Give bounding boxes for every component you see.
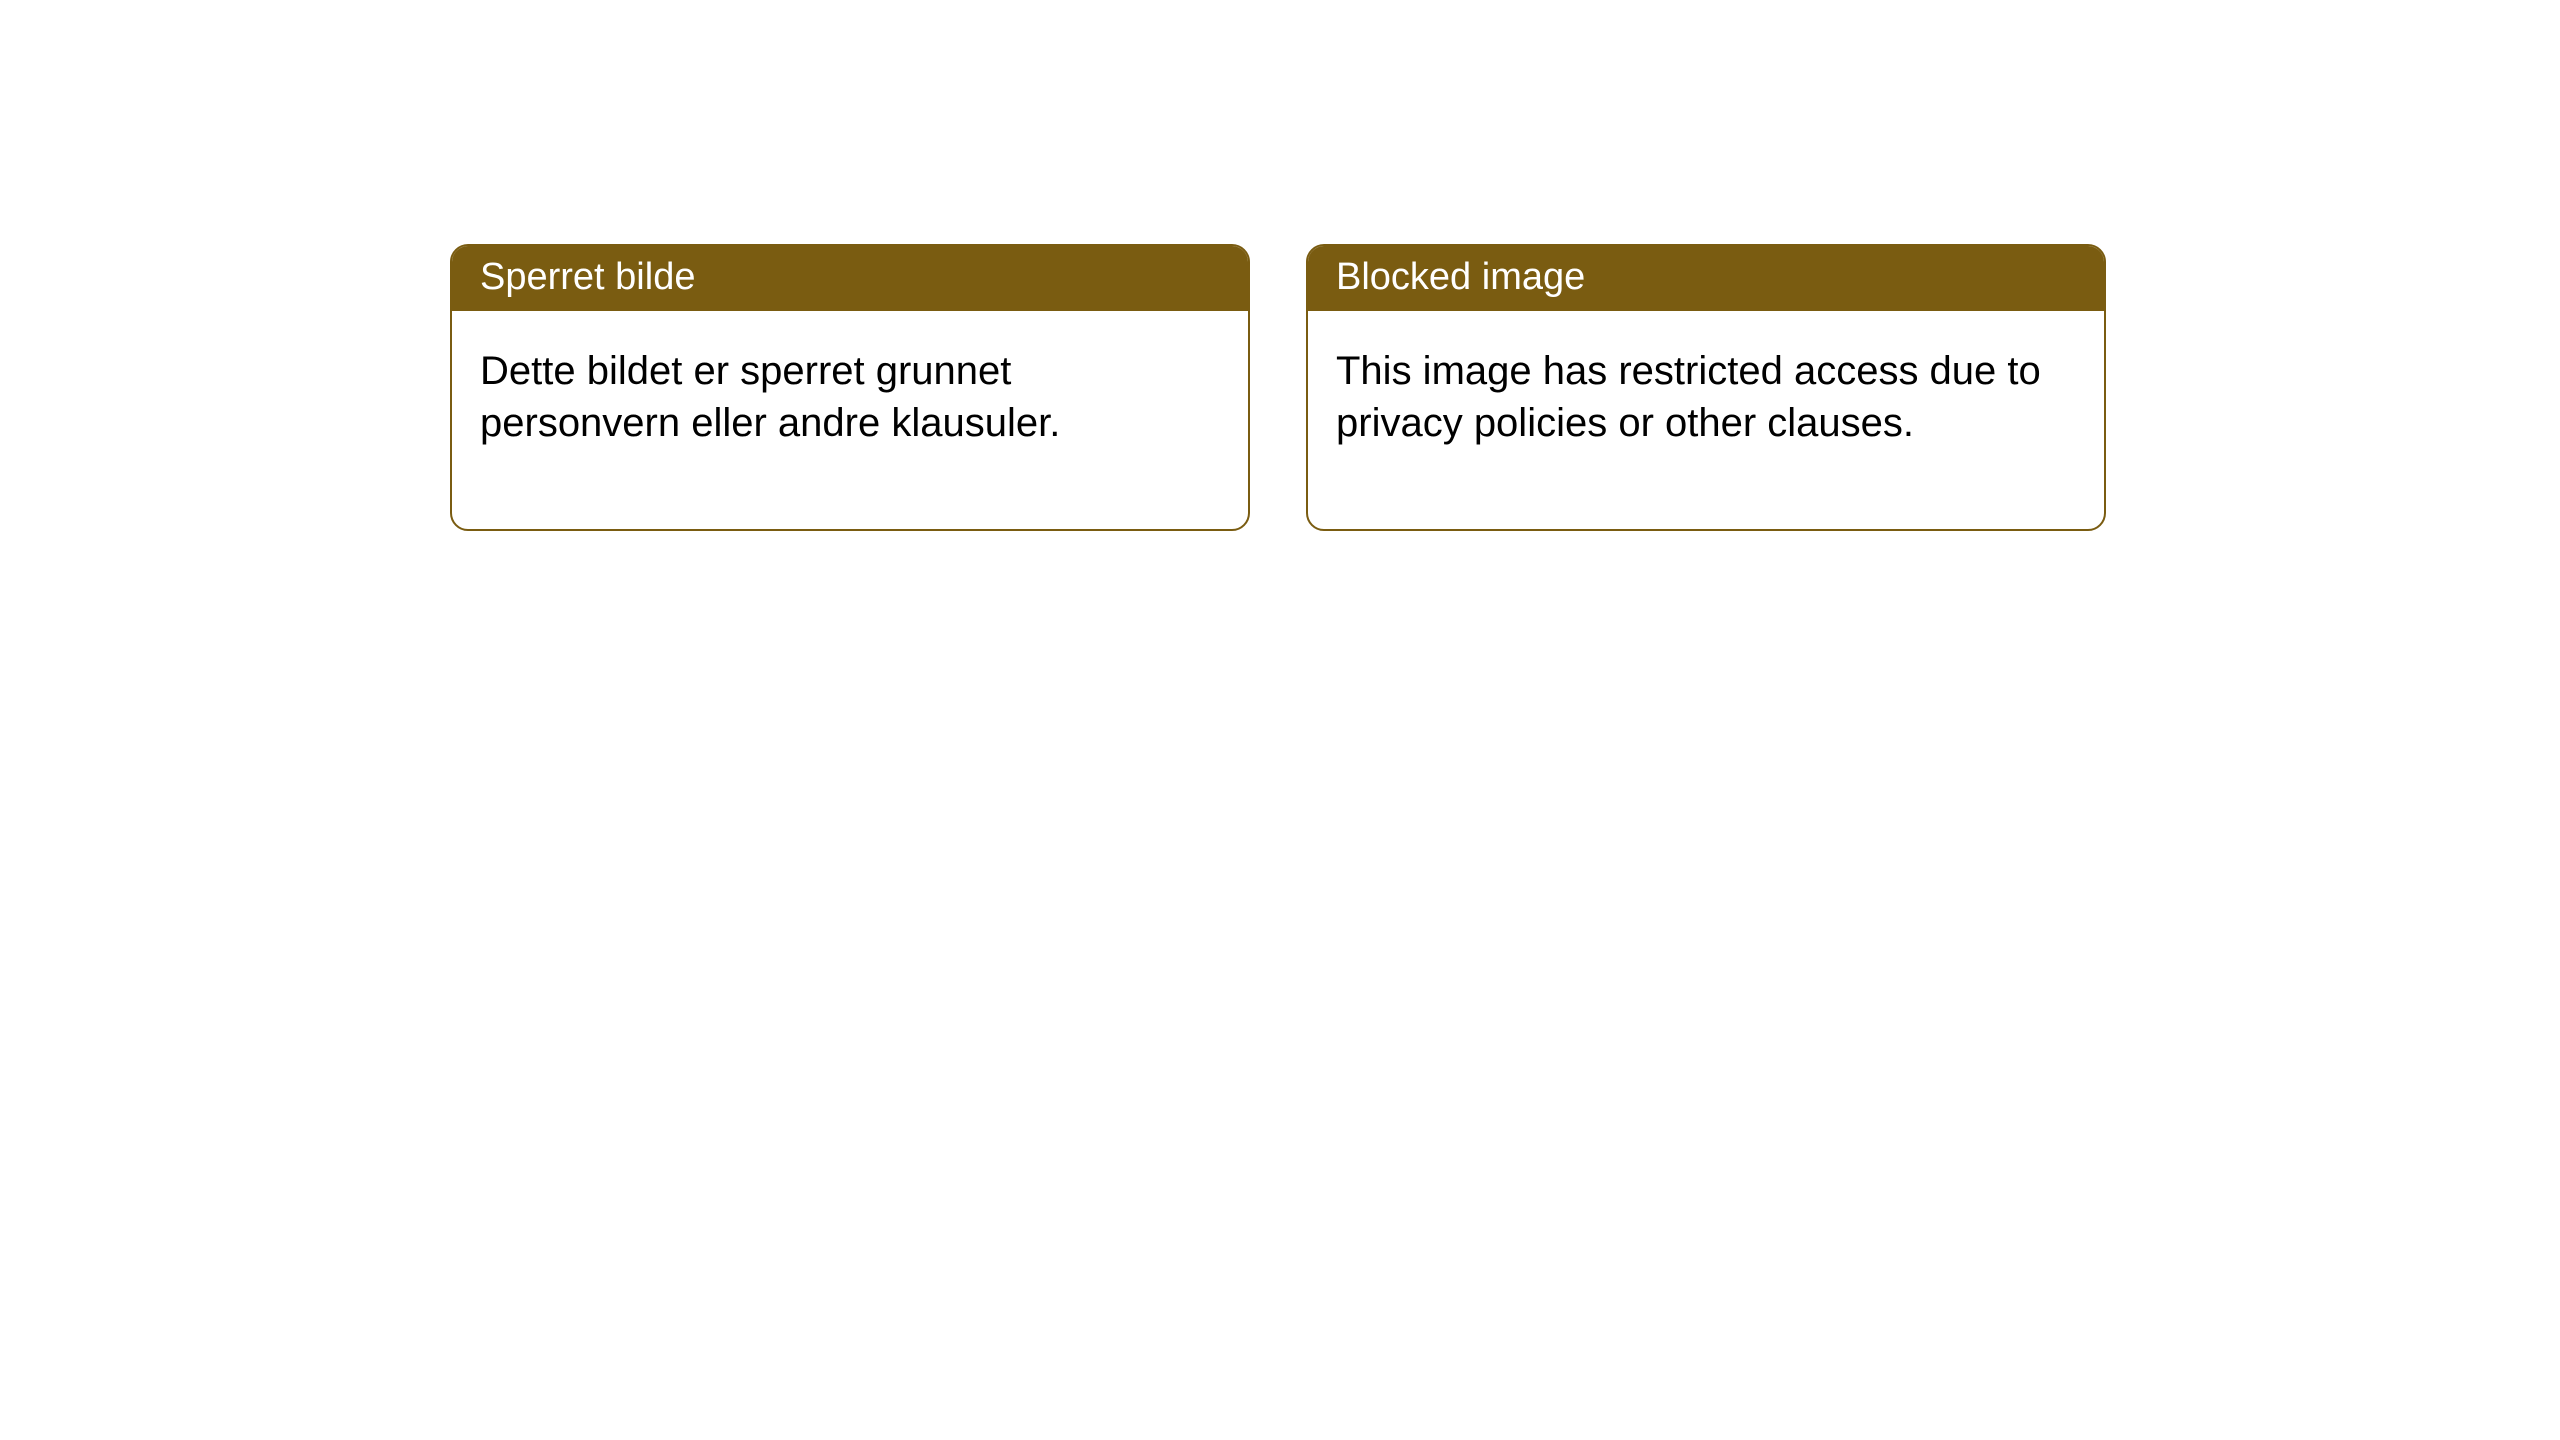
notice-header: Sperret bilde	[452, 246, 1248, 311]
notice-card-norwegian: Sperret bilde Dette bildet er sperret gr…	[450, 244, 1250, 531]
notice-message: Dette bildet er sperret grunnet personve…	[480, 349, 1060, 445]
notice-title: Blocked image	[1336, 256, 1585, 298]
notice-body: This image has restricted access due to …	[1308, 311, 2104, 529]
notice-message: This image has restricted access due to …	[1336, 349, 2041, 445]
notice-body: Dette bildet er sperret grunnet personve…	[452, 311, 1248, 529]
notice-title: Sperret bilde	[480, 256, 695, 298]
notice-container: Sperret bilde Dette bildet er sperret gr…	[450, 244, 2106, 531]
notice-card-english: Blocked image This image has restricted …	[1306, 244, 2106, 531]
notice-header: Blocked image	[1308, 246, 2104, 311]
